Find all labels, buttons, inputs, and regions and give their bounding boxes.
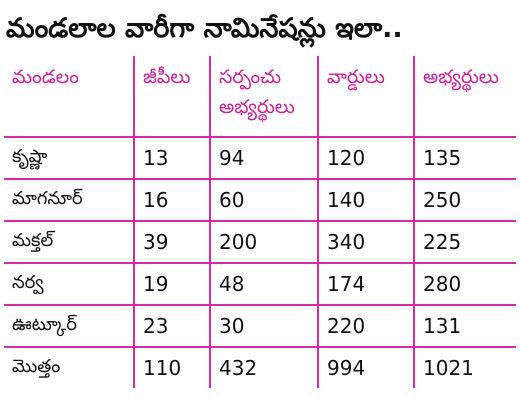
gps-cell: 23	[133, 304, 210, 347]
sarpanch-cell: 48	[209, 262, 318, 305]
wards-cell: 220	[317, 304, 414, 347]
gps-cell: 19	[133, 262, 210, 305]
mandal-cell: మక్తల్	[4, 220, 134, 263]
header-gps: జీపీలు	[133, 56, 210, 137]
total-label-cell: మొత్తం	[4, 346, 134, 388]
gps-cell: 13	[133, 136, 210, 179]
sarpanch-cell: 60	[209, 178, 318, 221]
gps-total-cell: 110	[133, 346, 210, 388]
sarpanch-cell: 200	[209, 220, 318, 263]
sarpanch-cell: 30	[209, 304, 318, 347]
table-row: మక్తల్ 39 200 340 225	[4, 220, 516, 263]
header-wards: వార్డులు	[317, 56, 414, 137]
table-row: నర్వ 19 48 174 280	[4, 262, 516, 305]
headline: మండలాల వారీగా నామినేషన్లు ఇలా..	[6, 13, 403, 44]
candidates-total-cell: 1021	[413, 346, 516, 388]
sarpanch-cell: 94	[209, 136, 318, 179]
candidates-cell: 225	[413, 220, 516, 263]
header-sarpanch-candidates: సర్పంచు అభ్యర్థులు	[209, 56, 318, 137]
wards-cell: 120	[317, 136, 414, 179]
table-row: కృష్ణా 13 94 120 135	[4, 136, 516, 179]
total-row: మొత్తం 110 432 994 1021	[4, 346, 516, 388]
table-row: ఊట్కూర్ 23 30 220 131	[4, 304, 516, 347]
header-mandal: మండలం	[4, 56, 134, 137]
mandal-cell: మాగనూర్	[4, 178, 134, 221]
candidates-cell: 131	[413, 304, 516, 347]
gps-cell: 16	[133, 178, 210, 221]
candidates-cell: 250	[413, 178, 516, 221]
mandal-cell: నర్వ	[4, 262, 134, 305]
candidates-cell: 135	[413, 136, 516, 179]
wards-cell: 174	[317, 262, 414, 305]
header-row: మండలం జీపీలు సర్పంచు అభ్యర్థులు వార్డులు…	[4, 56, 516, 137]
table-row: మాగనూర్ 16 60 140 250	[4, 178, 516, 221]
wards-cell: 140	[317, 178, 414, 221]
wards-total-cell: 994	[317, 346, 414, 388]
gps-cell: 39	[133, 220, 210, 263]
mandal-cell: ఊట్కూర్	[4, 304, 134, 347]
header-candidates: అభ్యర్థులు	[413, 56, 516, 137]
mandal-cell: కృష్ణా	[4, 136, 134, 179]
wards-cell: 340	[317, 220, 414, 263]
sarpanch-total-cell: 432	[209, 346, 318, 388]
candidates-cell: 280	[413, 262, 516, 305]
nominations-table: మండలం జీపీలు సర్పంచు అభ్యర్థులు వార్డులు…	[4, 56, 516, 388]
